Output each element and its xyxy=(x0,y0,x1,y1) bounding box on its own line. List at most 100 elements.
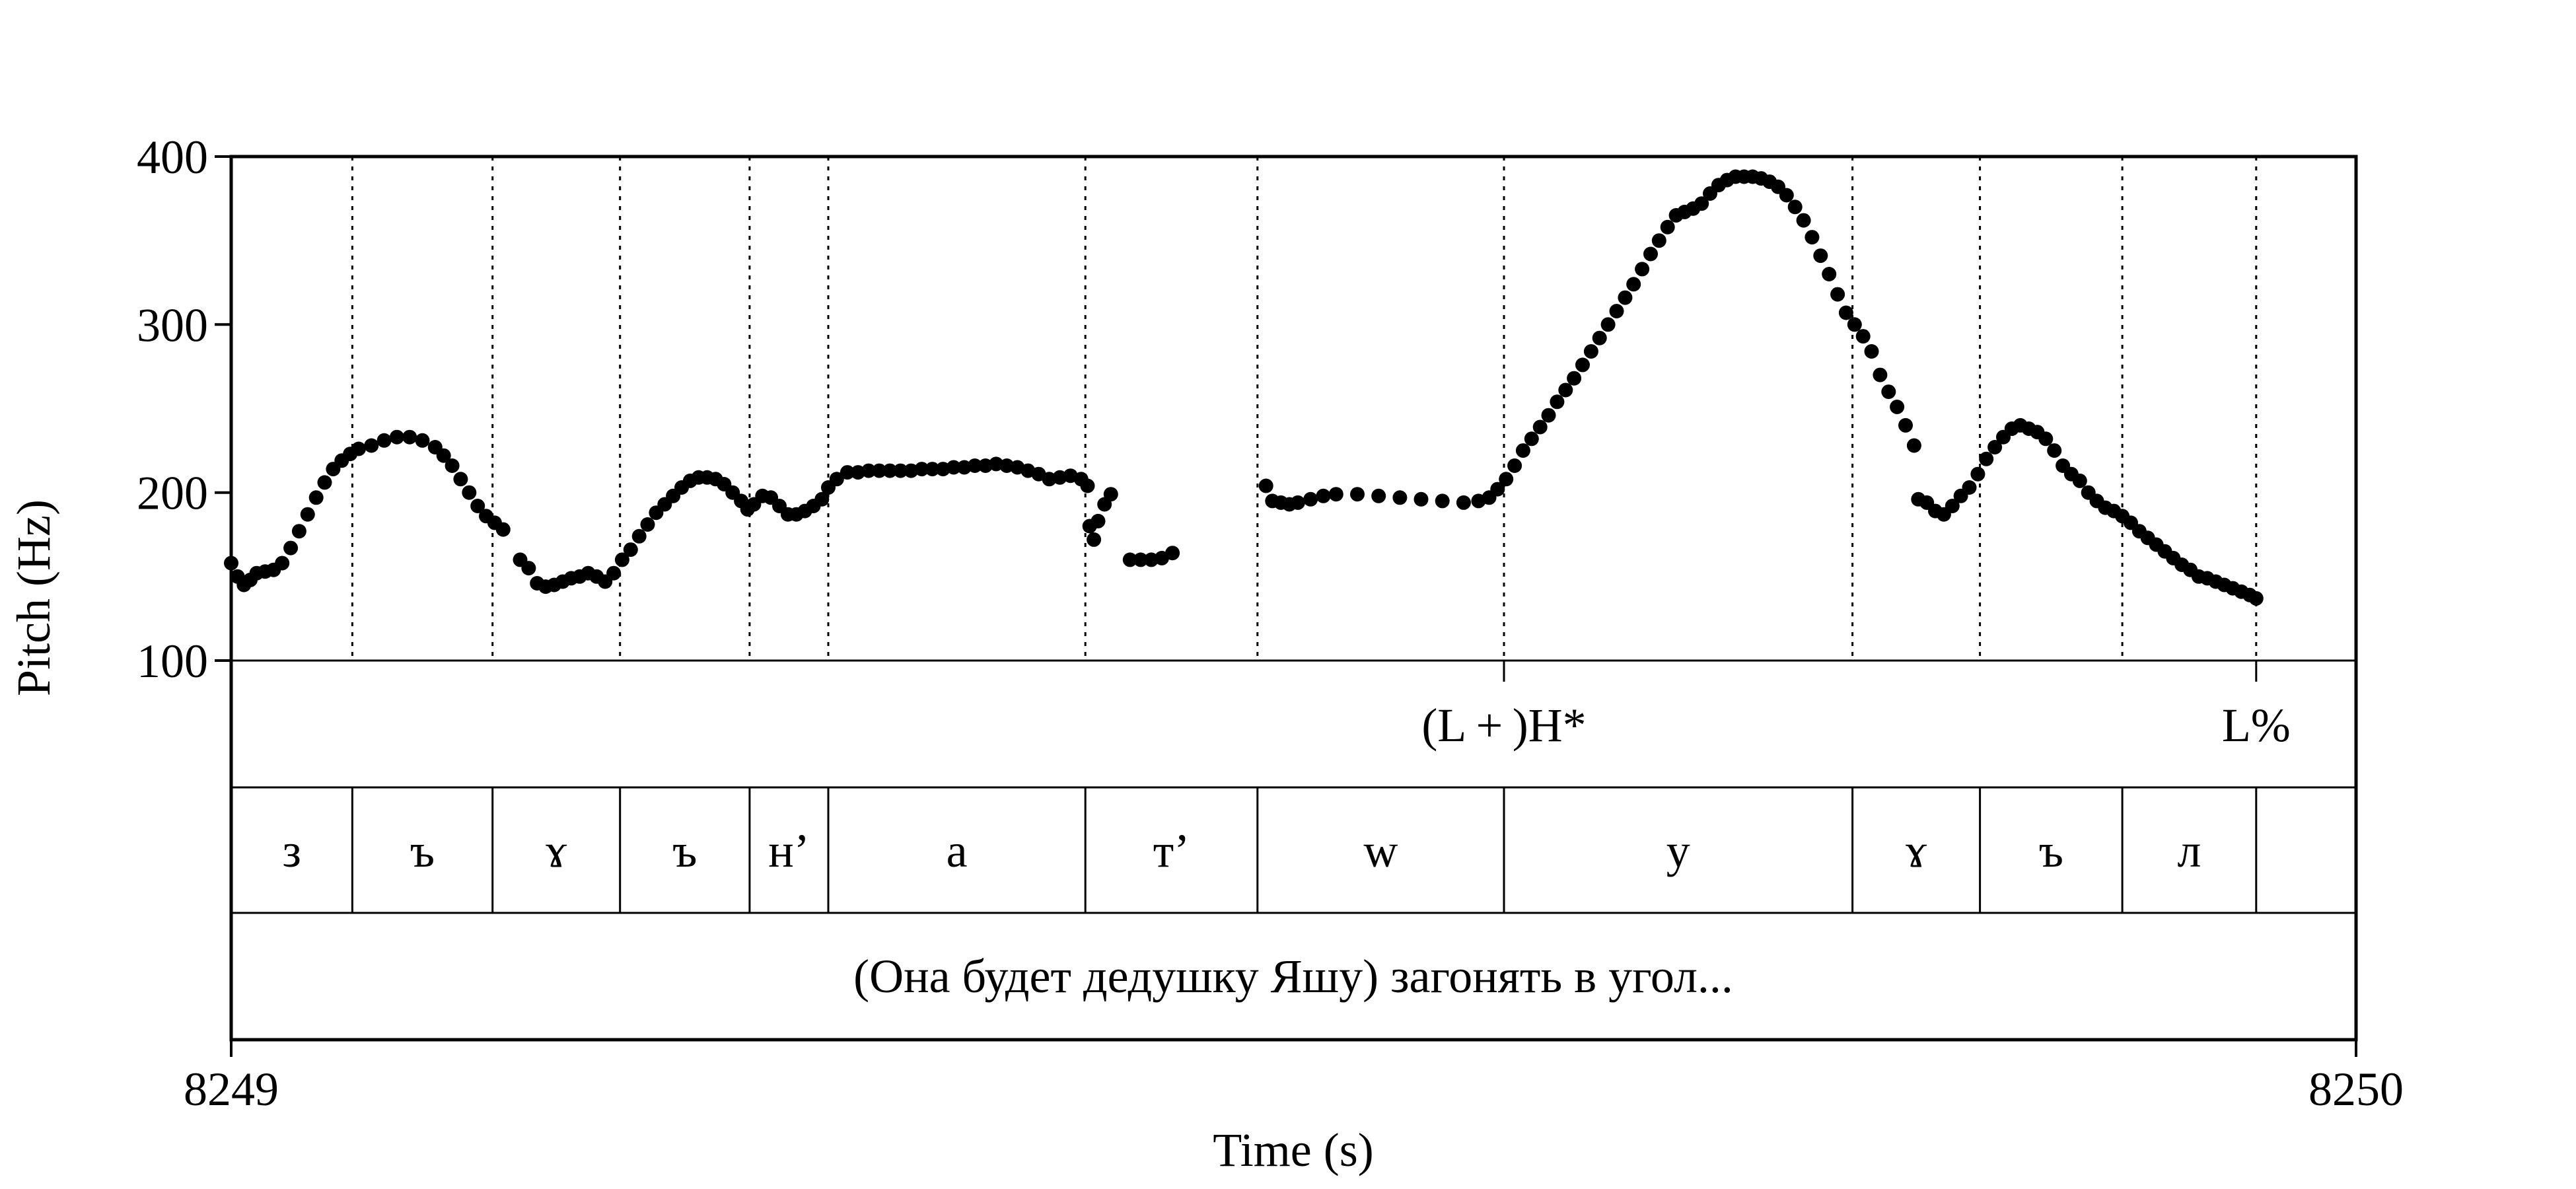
pitch-point xyxy=(1550,394,1565,410)
pitch-point xyxy=(1456,495,1471,510)
pitch-points xyxy=(224,169,2264,606)
pitch-point xyxy=(1609,304,1624,318)
pitch-point xyxy=(623,542,638,558)
pitch-point xyxy=(351,441,366,456)
pitch-point xyxy=(1779,188,1794,203)
pitch-point xyxy=(1813,248,1828,264)
pitch-point xyxy=(1592,330,1607,345)
pitch-point xyxy=(1258,478,1273,493)
pitch-point xyxy=(893,463,908,478)
pitch-point xyxy=(521,561,536,576)
pitch-point xyxy=(1962,480,1977,495)
pitch-point xyxy=(1979,451,1994,466)
pitch-point xyxy=(1091,513,1106,528)
pitch-point xyxy=(1532,419,1548,435)
segment-label: ɤ xyxy=(1906,824,1927,877)
x-tick-label-start: 8249 xyxy=(184,1063,279,1116)
pitch-point xyxy=(1087,532,1102,547)
pitch-point xyxy=(1805,230,1820,245)
pitch-point xyxy=(1103,487,1118,502)
pitch-point xyxy=(2248,591,2264,606)
pitch-point xyxy=(495,522,511,537)
pitch-point xyxy=(470,499,485,513)
segment-label: ъ xyxy=(410,824,435,877)
pitch-point xyxy=(904,463,919,478)
pitch-point xyxy=(1413,491,1429,507)
tone-label: (L + )H* xyxy=(1421,699,1586,752)
pitch-point xyxy=(1626,277,1641,292)
segment-label: у xyxy=(1666,824,1690,877)
segment-label: т’ xyxy=(1153,824,1190,877)
y-tick-label: 100 xyxy=(137,635,208,688)
pitch-point xyxy=(840,465,855,480)
pitch-point xyxy=(1945,499,1960,513)
pitch-point xyxy=(1694,196,1709,211)
pitch-point xyxy=(1855,329,1871,344)
pitch-point xyxy=(1970,466,1986,482)
pitch-point xyxy=(1898,417,1913,433)
segment-label: н’ xyxy=(768,824,810,877)
pitch-point xyxy=(291,524,306,539)
pitch-point xyxy=(1787,199,1803,215)
pitch-point xyxy=(946,460,961,475)
pitch-point xyxy=(1122,552,1137,567)
x-axis-label: Time (s) xyxy=(1213,1124,1373,1176)
pitch-point xyxy=(1080,478,1095,493)
pitch-point xyxy=(1618,290,1633,305)
pitch-point xyxy=(1515,443,1530,458)
pitch-point xyxy=(1392,490,1408,505)
pitch-point xyxy=(1987,440,2003,454)
pitch-point xyxy=(999,458,1015,473)
y-tick-label: 400 xyxy=(137,131,208,184)
pitch-point xyxy=(283,540,299,556)
pitch-point xyxy=(453,472,468,487)
pitch-point xyxy=(1906,438,1921,453)
pitch-point xyxy=(1651,233,1666,248)
pitch-point xyxy=(317,475,332,490)
pitch-point xyxy=(1583,344,1598,359)
pitch-point xyxy=(851,465,865,480)
pitch-point xyxy=(1838,305,1853,320)
pitch-point xyxy=(1042,472,1057,487)
tone-tier: (L + )H* L% xyxy=(1421,661,2291,752)
pitch-point xyxy=(2038,431,2054,447)
pitch-point xyxy=(967,458,982,473)
pitch-point xyxy=(2047,443,2062,458)
pitch-point xyxy=(614,552,629,567)
pitch-point xyxy=(445,458,460,473)
pitch-point xyxy=(1133,552,1148,567)
pitch-point xyxy=(1303,491,1318,507)
pitch-point xyxy=(1371,488,1386,503)
pitch-point xyxy=(1830,287,1845,302)
pitch-point xyxy=(1165,546,1180,561)
sentence-label: (Она будет дедушку Яшу) загонять в угол.… xyxy=(853,950,1733,1003)
pitch-point xyxy=(1890,400,1905,414)
pitch-point xyxy=(275,556,290,571)
pitch-point xyxy=(2072,473,2087,488)
pitch-point xyxy=(376,433,392,448)
pitch-point xyxy=(364,438,379,453)
pitch-point xyxy=(925,462,940,477)
pitch-point xyxy=(1499,472,1514,487)
pitch-point xyxy=(882,463,898,478)
pitch-point xyxy=(631,528,647,544)
pitch-point xyxy=(1643,246,1658,262)
segment-label: з xyxy=(282,824,301,877)
pitch-point xyxy=(462,485,477,500)
pitch-point xyxy=(861,463,877,478)
segment-label: а xyxy=(947,824,968,877)
pitch-point xyxy=(914,462,929,477)
pitch-point xyxy=(1541,408,1556,423)
pitch-point xyxy=(814,491,830,507)
pitch-point xyxy=(1316,488,1331,503)
pitch-point xyxy=(1822,267,1837,281)
y-tick-label: 200 xyxy=(137,467,208,520)
segment-label: ъ xyxy=(2039,824,2063,877)
segment-label: w xyxy=(1363,824,1398,877)
pitch-point xyxy=(1873,367,1888,382)
pitch-point xyxy=(1435,493,1450,509)
pitch-point xyxy=(1881,384,1896,400)
pitch-point xyxy=(872,463,887,478)
segment-label: ɤ xyxy=(546,824,567,877)
